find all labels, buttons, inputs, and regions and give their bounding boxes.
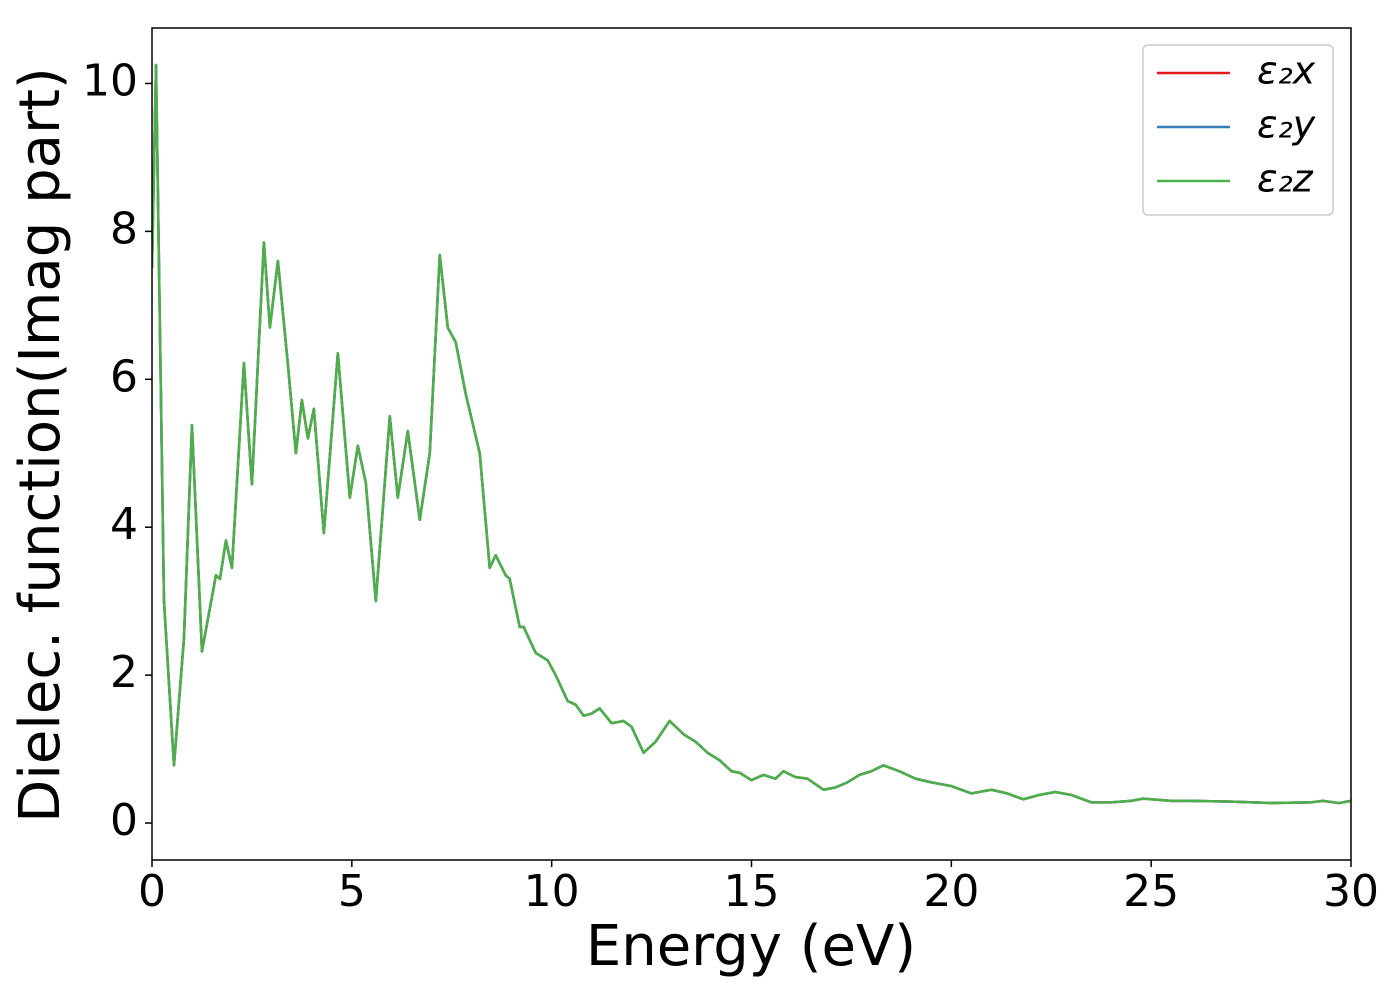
legend-box [1142, 44, 1334, 216]
x-tick-label: 25 [1123, 866, 1179, 917]
y-axis-label: Dielec. function(Imag part) [8, 67, 73, 823]
y-tick-label: 2 [110, 647, 138, 698]
legend-label: ε₂y [1257, 103, 1316, 147]
x-tick-label: 30 [1323, 866, 1379, 917]
legend-label: ε₂z [1257, 157, 1314, 201]
y-tick-label: 10 [82, 55, 138, 106]
y-tick-label: 8 [110, 203, 138, 254]
x-tick-label: 0 [138, 866, 166, 917]
x-tick-label: 10 [524, 866, 580, 917]
x-axis-label: Energy (eV) [586, 914, 916, 979]
x-tick-label: 20 [923, 866, 979, 917]
x-tick-label: 5 [338, 866, 366, 917]
y-tick-label: 4 [110, 499, 138, 550]
legend-label: ε₂x [1257, 49, 1316, 93]
y-tick-label: 6 [110, 351, 138, 402]
series-line [152, 63, 1351, 805]
plot [152, 63, 1351, 805]
plot-frame [151, 27, 1352, 861]
x-tick-label: 15 [724, 866, 780, 917]
y-tick-label: 0 [110, 795, 138, 846]
